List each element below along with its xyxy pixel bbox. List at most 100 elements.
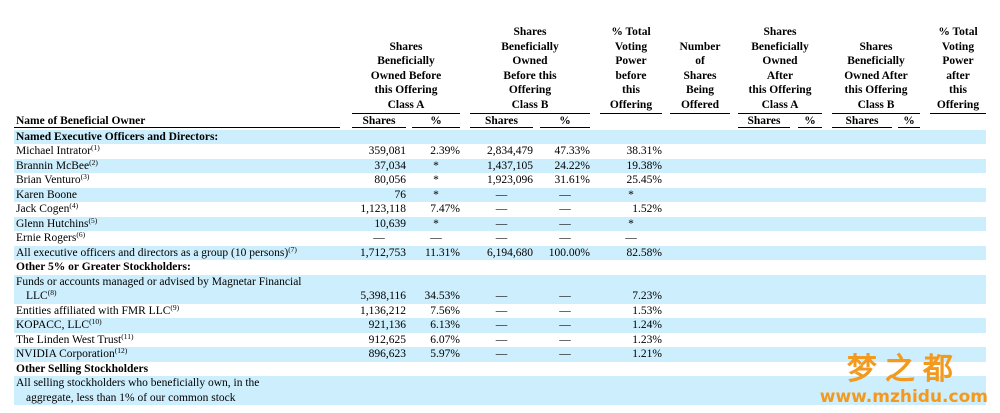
- cell: 6.07%: [430, 333, 460, 346]
- column-header: Before this: [503, 69, 557, 82]
- sub-header-rule: [738, 127, 790, 128]
- column-header: Offered: [680, 98, 720, 111]
- footnote-ref: (1): [91, 143, 100, 152]
- column-header: after: [946, 69, 970, 82]
- footnote-ref: (8): [47, 288, 57, 297]
- row-background: [14, 129, 986, 144]
- cell: —: [559, 203, 571, 215]
- section-label: Other Selling Stockholders: [16, 362, 148, 376]
- footnote-ref: (12): [114, 346, 128, 355]
- owner-name: Karen Boone: [16, 188, 77, 202]
- name-text: Named Executive Officers and Directors:: [16, 130, 219, 143]
- sub-header: Shares: [484, 115, 519, 127]
- cell: 11.31%: [424, 246, 460, 259]
- column-header: Shares: [763, 26, 797, 38]
- cell: 38.31%: [626, 145, 662, 157]
- row-background: [14, 376, 986, 405]
- column-header: Power: [942, 55, 974, 67]
- name-text: Michael Intrator: [16, 145, 92, 157]
- footnote-ref: (6): [76, 230, 86, 239]
- sub-header: %: [559, 115, 571, 127]
- column-header: Shares: [513, 26, 547, 38]
- name-text: Entities affiliated with FMR LLC: [16, 304, 171, 317]
- column-header: % Total: [938, 26, 978, 38]
- owner-name: aggregate, less than 1% of our common st…: [26, 391, 236, 405]
- cell: 47.33%: [554, 145, 590, 157]
- footnote-ref: (2): [89, 157, 98, 167]
- cell: 31.61%: [554, 174, 590, 186]
- owner-name: The Linden West Trust(11): [16, 331, 134, 347]
- cell: *: [433, 174, 439, 186]
- cell: —: [495, 232, 508, 244]
- header-rule: [930, 113, 986, 114]
- owner-name: KOPACC, LLC(10): [16, 318, 102, 332]
- name-text: Karen Boone: [16, 188, 77, 201]
- cell: —: [495, 304, 508, 317]
- column-header: % Total: [611, 26, 651, 38]
- owner-name: LLC(8): [26, 289, 56, 303]
- cell: —: [559, 188, 571, 201]
- footnote-ref: (4): [69, 201, 79, 210]
- section-label: Other 5% or Greater Stockholders:: [16, 260, 191, 274]
- column-header: before: [615, 69, 647, 82]
- column-header: Owned: [512, 55, 548, 67]
- row-background: [14, 318, 986, 333]
- cell: *: [433, 188, 439, 201]
- cell: 100.00%: [548, 246, 590, 259]
- owner-name: All executive officers and directors as …: [16, 245, 297, 260]
- header-rule: [352, 113, 460, 114]
- name-text: All executive officers and directors as …: [16, 246, 289, 259]
- name-text: Brannin McBee: [16, 159, 90, 172]
- cell: 1.52%: [632, 203, 662, 215]
- name-text: LLC: [26, 290, 48, 302]
- header-rule: [470, 113, 590, 114]
- cell: —: [495, 333, 508, 346]
- owner-name: Glenn Hutchins(5): [16, 216, 97, 231]
- row-background: [14, 187, 986, 202]
- owner-name: Brian Venturo(3): [16, 173, 89, 187]
- column-header: Offering: [936, 98, 980, 111]
- name-text: aggregate, less than 1% of our common st…: [26, 391, 236, 404]
- column-header: Class B: [857, 98, 895, 111]
- cell: —: [495, 217, 508, 230]
- cell: —: [373, 232, 385, 244]
- section-label: Named Executive Officers and Directors:: [16, 130, 218, 144]
- name-text: KOPACC, LLC: [16, 319, 90, 331]
- column-header: Voting: [614, 40, 648, 53]
- cell: —: [625, 232, 637, 244]
- cell: —: [559, 333, 571, 346]
- sub-header-rule: [798, 127, 822, 128]
- cell: 6,194,680: [487, 246, 533, 259]
- column-header: this Offering: [374, 84, 438, 96]
- cell: 25.45%: [626, 174, 662, 186]
- cell: —: [430, 232, 442, 244]
- column-header: Beneficially: [751, 40, 809, 53]
- column-header: After: [766, 69, 794, 82]
- name-text: Brian Venturo: [16, 174, 81, 186]
- cell: —: [559, 319, 571, 331]
- column-header: this: [622, 84, 640, 96]
- name-text: The Linden West Trust: [16, 333, 122, 346]
- cell: 1,923,096: [487, 174, 533, 186]
- cell: —: [495, 188, 508, 201]
- owner-name: Michael Intrator(1): [16, 144, 100, 158]
- column-header: Shares: [683, 69, 717, 82]
- watermark-brand: 梦之都: [846, 352, 961, 387]
- cell: 7.47%: [430, 203, 460, 215]
- cell: 5,398,116: [360, 290, 406, 302]
- name-text: Other Selling Stockholders: [16, 362, 149, 375]
- name-text: Funds or accounts managed or advised by …: [16, 275, 302, 288]
- row-background: [14, 216, 986, 231]
- column-header: Voting: [941, 40, 975, 53]
- footnote-ref: (11): [121, 331, 134, 341]
- column-header: Number: [679, 40, 721, 53]
- row-background: [14, 158, 986, 173]
- column-header: this: [949, 84, 967, 96]
- column-header: Beneficially: [847, 55, 905, 67]
- name-text: Other 5% or Greater Stockholders:: [16, 261, 191, 273]
- cell: 10,639: [374, 217, 406, 230]
- cell: —: [495, 203, 508, 215]
- cell: 19.38%: [626, 159, 662, 172]
- cell: 76: [394, 188, 407, 201]
- owner-name: Funds or accounts managed or advised by …: [16, 275, 302, 289]
